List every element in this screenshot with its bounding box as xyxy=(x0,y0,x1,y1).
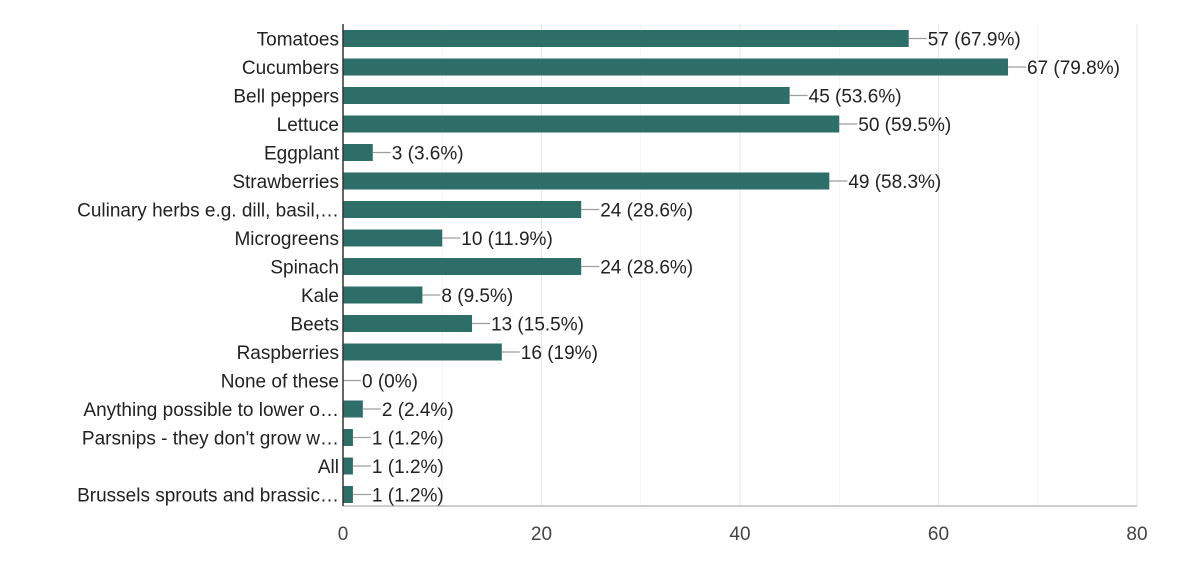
bar-7 xyxy=(343,229,443,247)
bar-1 xyxy=(343,58,1008,76)
value-label-15: 1 (1.2%) xyxy=(372,457,444,478)
value-label-9: 8 (9.5%) xyxy=(441,286,513,307)
category-label-8: Spinach xyxy=(270,258,339,279)
bar-4 xyxy=(343,144,373,161)
value-label-4: 3 (3.6%) xyxy=(392,144,464,165)
bar-5 xyxy=(343,172,830,190)
category-label-5: Strawberries xyxy=(232,172,339,193)
bar-3 xyxy=(343,115,840,133)
bar-15 xyxy=(343,457,353,475)
x-tick-label-0: 0 xyxy=(338,524,349,545)
value-label-7: 10 (11.9%) xyxy=(461,229,553,250)
value-label-6: 24 (28.6%) xyxy=(600,201,693,222)
bar-10 xyxy=(343,315,473,332)
value-label-3: 50 (59.5%) xyxy=(858,115,951,136)
value-label-11: 16 (19%) xyxy=(521,343,598,364)
x-tick-label-4: 80 xyxy=(1126,524,1147,545)
category-label-11: Raspberries xyxy=(237,343,339,364)
bar-9 xyxy=(343,286,423,304)
value-label-13: 2 (2.4%) xyxy=(382,400,454,421)
category-label-7: Microgreens xyxy=(234,229,339,250)
category-label-3: Lettuce xyxy=(277,115,339,136)
x-tick-label-1: 20 xyxy=(531,524,552,545)
value-label-8: 24 (28.6%) xyxy=(600,258,693,279)
value-label-10: 13 (15.5%) xyxy=(491,315,584,336)
category-label-9: Kale xyxy=(301,286,339,307)
value-label-0: 57 (67.9%) xyxy=(928,30,1021,51)
value-label-5: 49 (58.3%) xyxy=(848,172,941,193)
category-label-2: Bell peppers xyxy=(233,87,339,108)
x-tick-label-2: 40 xyxy=(729,524,750,545)
category-label-16: Brussels sprouts and brassic… xyxy=(77,486,339,507)
value-label-1: 67 (79.8%) xyxy=(1027,58,1120,79)
bar-8 xyxy=(343,258,582,275)
value-label-14: 1 (1.2%) xyxy=(372,429,444,450)
bar-0 xyxy=(343,30,909,47)
category-label-6: Culinary herbs e.g. dill, basil,… xyxy=(77,201,339,222)
x-tick-label-3: 60 xyxy=(928,524,949,545)
category-label-1: Cucumbers xyxy=(242,58,339,79)
category-label-0: Tomatoes xyxy=(257,30,339,51)
value-label-2: 45 (53.6%) xyxy=(809,87,902,108)
bar-14 xyxy=(343,429,353,446)
category-label-13: Anything possible to lower o… xyxy=(83,400,339,421)
category-label-15: All xyxy=(318,457,339,478)
category-label-4: Eggplant xyxy=(264,144,340,165)
category-label-12: None of these xyxy=(221,372,339,393)
bar-13 xyxy=(343,400,363,418)
bar-16 xyxy=(343,486,353,503)
bar-6 xyxy=(343,201,582,218)
bar-11 xyxy=(343,343,502,361)
category-label-10: Beets xyxy=(290,315,339,336)
value-label-16: 1 (1.2%) xyxy=(372,486,444,507)
bar-2 xyxy=(343,87,790,104)
value-label-12: 0 (0%) xyxy=(362,372,418,393)
category-label-14: Parsnips - they don't grow w… xyxy=(82,429,339,450)
